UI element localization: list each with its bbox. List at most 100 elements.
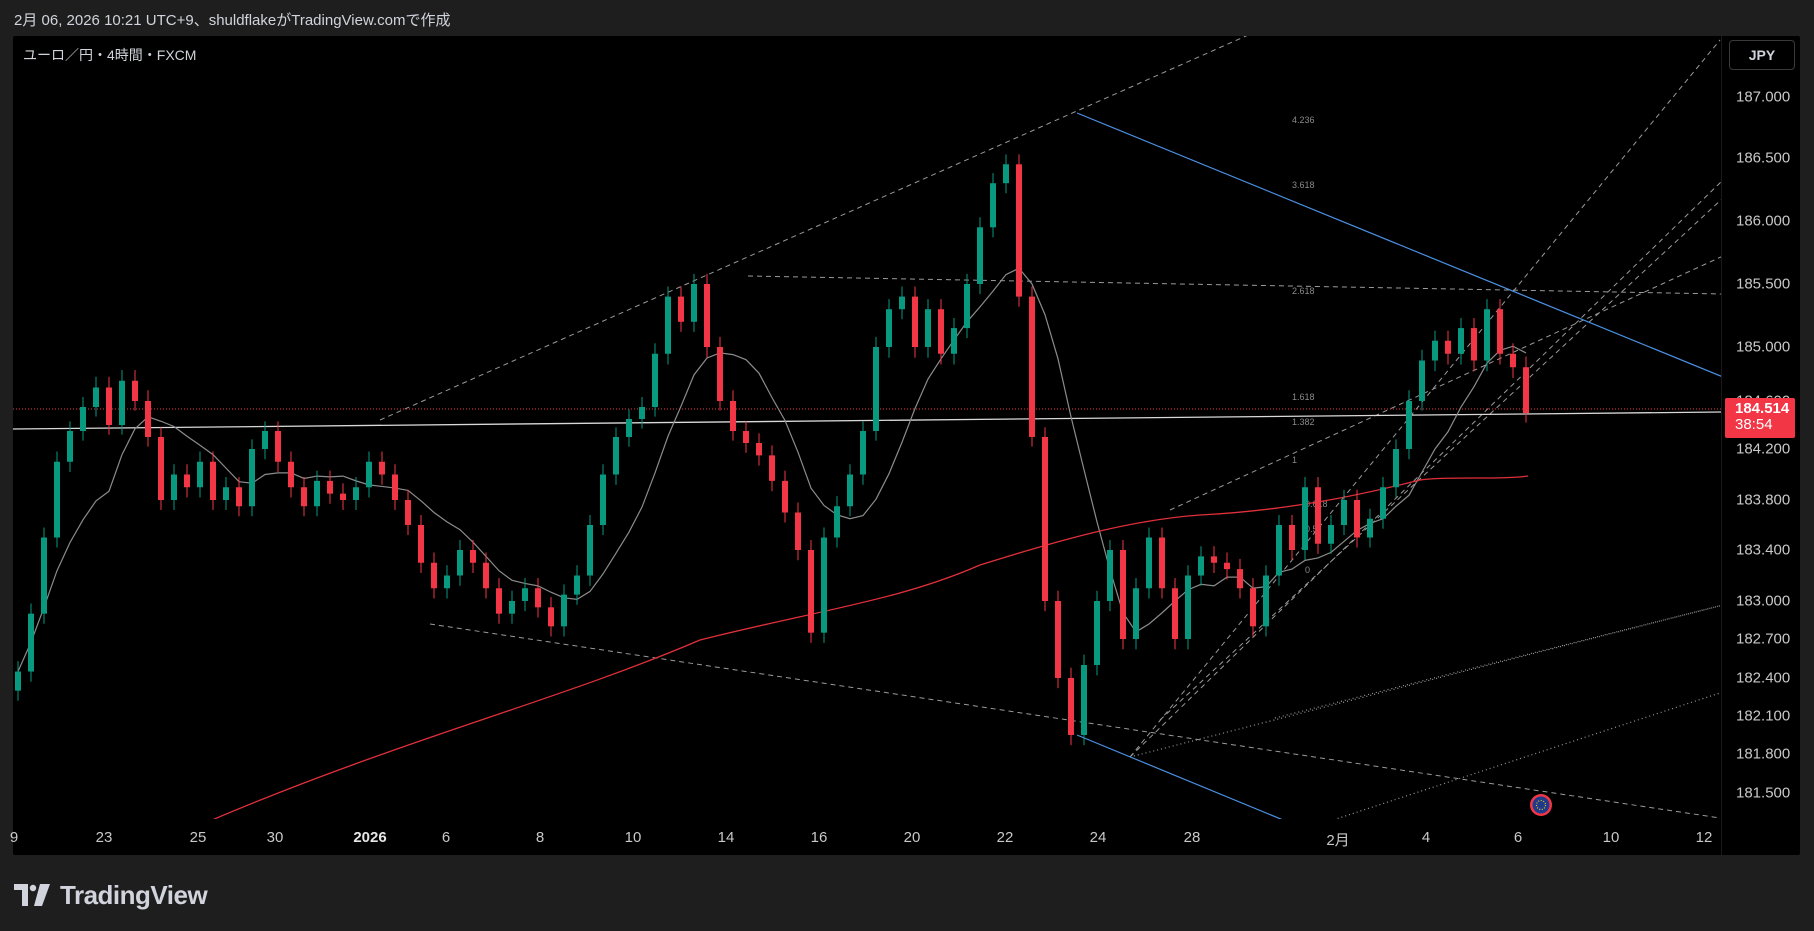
candle xyxy=(132,369,138,411)
time-tick-label: 24 xyxy=(1089,829,1107,846)
candle xyxy=(951,318,957,365)
candle xyxy=(1406,390,1412,460)
candle xyxy=(1081,654,1087,746)
candle xyxy=(665,286,671,365)
candle xyxy=(1211,546,1217,573)
candle xyxy=(1380,477,1386,529)
candle xyxy=(1354,489,1360,548)
candle xyxy=(15,661,21,701)
blue-downtrend-upper xyxy=(1076,112,1721,377)
candle xyxy=(1276,515,1282,586)
currency-button[interactable]: JPY xyxy=(1729,40,1795,70)
candle xyxy=(509,590,515,624)
time-tick-label: 12 xyxy=(1695,829,1713,846)
candle xyxy=(67,421,73,472)
fan-line-2 xyxy=(1129,181,1721,758)
price-tick-label: 181.800 xyxy=(1736,745,1791,763)
candle xyxy=(327,470,333,504)
time-tick-label: 2月 xyxy=(1326,832,1350,849)
candle xyxy=(366,451,372,498)
candle xyxy=(548,597,554,637)
mid-horizontal-dashed xyxy=(747,275,1721,295)
candle xyxy=(1289,515,1295,561)
axis-separator xyxy=(1721,36,1722,855)
ma-slow-line xyxy=(212,475,1529,819)
candle xyxy=(1146,527,1152,599)
candle xyxy=(1055,590,1061,689)
price-tick-label: 183.000 xyxy=(1736,592,1791,610)
candle xyxy=(1510,343,1516,379)
candle xyxy=(483,552,489,599)
candle xyxy=(340,483,346,510)
drawing-tools xyxy=(13,36,1721,819)
candle xyxy=(41,527,47,624)
candles xyxy=(15,154,1529,746)
candle xyxy=(1484,299,1490,372)
candle xyxy=(93,376,99,417)
time-tick-label: 2026 xyxy=(353,829,387,846)
fib-level-label: 2.618 xyxy=(1292,286,1315,296)
candle xyxy=(652,343,658,417)
price-tick-label: 186.500 xyxy=(1736,149,1791,167)
dotted-channel-upper xyxy=(1129,604,1721,758)
candle xyxy=(847,464,853,517)
candle xyxy=(28,603,34,682)
candle xyxy=(821,527,827,643)
candle xyxy=(249,439,255,517)
candle xyxy=(704,273,710,358)
dotted-channel-lower xyxy=(1334,692,1721,819)
time-tick-label: 20 xyxy=(903,829,921,846)
time-tick-label: 14 xyxy=(717,829,735,846)
candle xyxy=(418,515,424,573)
candle xyxy=(1224,552,1230,580)
candle xyxy=(1302,477,1308,561)
candle xyxy=(1315,477,1321,554)
candle xyxy=(1003,154,1009,194)
candle xyxy=(171,464,177,510)
chart-area[interactable] xyxy=(13,36,1800,855)
candle xyxy=(236,477,242,517)
fan-line-4 xyxy=(1159,199,1721,721)
fib-level-label: 1.618 xyxy=(1292,392,1315,402)
symbol-title[interactable]: ユーロ／円・4時間・FXCM xyxy=(23,47,197,63)
fan-line-1 xyxy=(1129,39,1721,758)
fib-level-label: 0 xyxy=(1305,565,1310,575)
candle xyxy=(574,565,580,605)
candle xyxy=(444,565,450,599)
candle xyxy=(639,396,645,429)
candle xyxy=(158,427,164,510)
candle xyxy=(184,464,190,498)
candle xyxy=(106,376,112,435)
candle xyxy=(210,451,216,510)
candle xyxy=(80,396,86,441)
candle xyxy=(561,584,567,637)
candle xyxy=(223,477,229,510)
time-tick-label: 16 xyxy=(810,829,828,846)
candle xyxy=(1185,565,1191,650)
candle xyxy=(1458,318,1464,365)
candle xyxy=(1172,578,1178,650)
candle xyxy=(730,390,736,441)
candle xyxy=(626,409,632,447)
candle xyxy=(1029,286,1035,447)
candle xyxy=(392,464,398,510)
fib-level-label: 1.382 xyxy=(1292,417,1315,427)
price-tick-label: 187.000 xyxy=(1736,88,1791,106)
time-tick-label: 23 xyxy=(95,829,113,846)
time-tick-label: 10 xyxy=(1602,829,1620,846)
candle xyxy=(145,390,151,447)
candle xyxy=(990,173,996,238)
time-tick-label: 30 xyxy=(266,829,284,846)
candle xyxy=(119,369,125,435)
blue-downtrend-lower xyxy=(1076,734,1283,819)
candle xyxy=(1497,299,1503,365)
candle xyxy=(691,273,697,332)
candle xyxy=(1133,578,1139,650)
time-tick-label: 8 xyxy=(535,829,545,846)
candle xyxy=(795,502,801,561)
horizontal-support-line xyxy=(13,411,1721,430)
price-tick-label: 185.500 xyxy=(1736,275,1791,293)
tradingview-logo[interactable]: TradingView xyxy=(14,880,208,910)
candle xyxy=(912,286,918,358)
